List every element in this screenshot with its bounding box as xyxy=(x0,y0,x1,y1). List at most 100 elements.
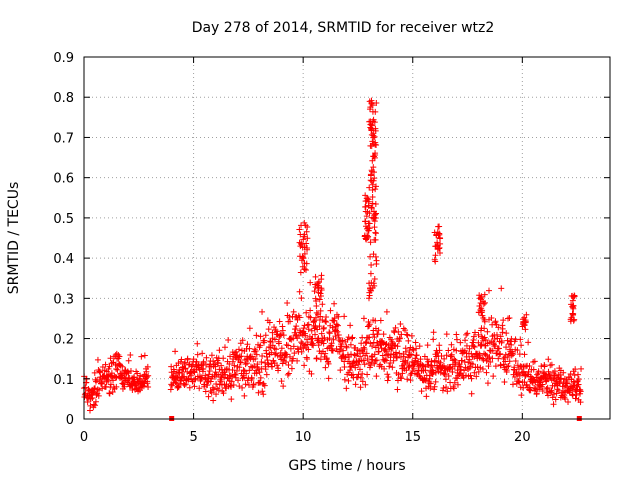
data-point xyxy=(413,352,420,359)
data-point xyxy=(371,360,378,367)
data-point xyxy=(370,177,377,184)
data-point xyxy=(91,385,98,392)
data-point xyxy=(213,380,220,387)
data-point xyxy=(298,348,305,355)
data-point xyxy=(189,362,196,369)
data-point xyxy=(410,365,417,372)
data-point xyxy=(400,353,407,360)
data-point xyxy=(242,361,249,368)
data-point xyxy=(237,340,244,347)
data-point xyxy=(237,359,244,366)
data-point xyxy=(355,371,362,378)
data-point xyxy=(421,376,428,383)
data-point xyxy=(512,358,519,365)
data-point xyxy=(418,388,425,395)
data-point xyxy=(371,351,378,358)
data-point xyxy=(369,343,376,350)
data-point xyxy=(371,334,378,341)
data-point xyxy=(399,370,406,377)
data-point xyxy=(290,355,297,362)
data-point xyxy=(508,341,515,348)
data-point xyxy=(463,331,470,338)
data-point xyxy=(278,345,285,352)
x-tick-label: 0 xyxy=(80,430,88,445)
data-point xyxy=(476,352,483,359)
data-point xyxy=(363,225,370,232)
data-point xyxy=(383,308,390,315)
data-point xyxy=(544,384,551,391)
data-point xyxy=(310,318,317,325)
data-point xyxy=(96,387,103,394)
data-point xyxy=(362,381,369,388)
data-point xyxy=(364,195,371,202)
data-point xyxy=(379,339,386,346)
data-point xyxy=(481,325,488,332)
data-point xyxy=(488,315,495,322)
data-point xyxy=(408,332,415,339)
data-point xyxy=(357,384,364,391)
data-point xyxy=(367,270,374,277)
data-point xyxy=(443,331,450,338)
data-point xyxy=(525,339,532,346)
data-point xyxy=(312,273,319,280)
data-point xyxy=(533,374,540,381)
data-point xyxy=(303,309,310,316)
data-point xyxy=(437,235,444,242)
data-point xyxy=(313,355,320,362)
data-point xyxy=(368,204,375,211)
data-point xyxy=(233,367,240,374)
data-point xyxy=(313,309,320,316)
data-point xyxy=(296,332,303,339)
data-point xyxy=(428,363,435,370)
data-point xyxy=(381,365,388,372)
data-point xyxy=(352,381,359,388)
data-point xyxy=(527,387,534,394)
data-point xyxy=(318,286,325,293)
data-point xyxy=(340,347,347,354)
data-point xyxy=(497,362,504,369)
data-point xyxy=(143,368,150,375)
data-point xyxy=(371,236,378,243)
data-point xyxy=(297,269,304,276)
data-point xyxy=(325,375,332,382)
data-point xyxy=(367,171,374,178)
data-point xyxy=(278,331,285,338)
data-point xyxy=(369,118,376,125)
data-point xyxy=(208,352,215,359)
data-point xyxy=(315,339,322,346)
data-point xyxy=(371,224,378,231)
data-point xyxy=(316,296,323,303)
data-point xyxy=(468,390,475,397)
data-point xyxy=(102,361,109,368)
data-point xyxy=(269,363,276,370)
data-point xyxy=(285,342,292,349)
data-point xyxy=(436,250,443,257)
data-point xyxy=(457,339,464,346)
data-point xyxy=(560,369,567,376)
data-point xyxy=(345,377,352,384)
data-point xyxy=(397,320,404,327)
data-point xyxy=(344,336,351,343)
data-point xyxy=(367,253,374,260)
data-point xyxy=(317,313,324,320)
data-point xyxy=(304,244,311,251)
data-point xyxy=(380,331,387,338)
y-tick-label: 0.5 xyxy=(53,212,74,227)
data-point xyxy=(468,375,475,382)
data-point xyxy=(316,323,323,330)
data-point xyxy=(302,222,309,229)
data-point xyxy=(531,358,538,365)
data-point xyxy=(311,288,318,295)
data-point xyxy=(335,313,342,320)
data-point xyxy=(458,366,465,373)
data-point xyxy=(265,361,272,368)
data-point xyxy=(348,363,355,370)
data-point xyxy=(280,383,287,390)
data-point xyxy=(287,318,294,325)
data-point xyxy=(387,344,394,351)
data-point xyxy=(356,366,363,373)
data-point xyxy=(388,351,395,358)
axis-ticks: 0 0.1 0.2 0.3 0.4 0.5 0.6 0.7 0.8 0.9 0 5 10 15 20 xyxy=(53,51,610,445)
data-point xyxy=(574,371,581,378)
data-point xyxy=(548,361,555,368)
